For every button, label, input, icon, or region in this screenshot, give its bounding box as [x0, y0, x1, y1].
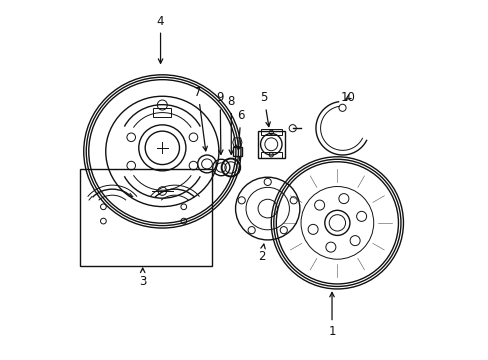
Bar — [257, 131, 284, 158]
Bar — [153, 108, 171, 117]
Text: 4: 4 — [157, 14, 164, 63]
Bar — [260, 130, 281, 135]
Text: 2: 2 — [257, 244, 265, 263]
Bar — [232, 147, 242, 156]
Text: 3: 3 — [139, 268, 146, 288]
Text: 6: 6 — [236, 109, 244, 150]
Text: 1: 1 — [327, 292, 335, 338]
Text: 5: 5 — [260, 91, 270, 127]
Text: 7: 7 — [194, 86, 207, 151]
Text: 8: 8 — [227, 95, 235, 154]
Bar — [80, 169, 212, 266]
Bar — [260, 152, 281, 158]
Text: 10: 10 — [340, 91, 355, 104]
Text: 9: 9 — [216, 91, 224, 154]
